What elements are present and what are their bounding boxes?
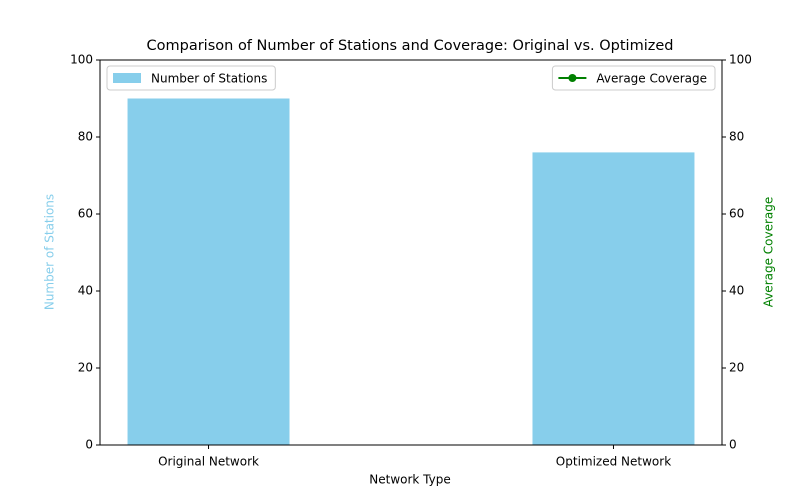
legend: Number of Stations [106,65,276,91]
legend-frame [551,65,716,91]
y-tick-label: 40 [78,284,93,298]
x-axis-label: Network Type [369,473,450,487]
y-tick-label: 60 [78,207,93,221]
y2-axis-label: Average Coverage [762,197,776,308]
y-tick-label: 0 [85,438,93,452]
bar [127,98,290,445]
y2-tick-label: 100 [729,53,752,67]
y-tick-label: 80 [78,130,93,144]
chart-title: Comparison of Number of Stations and Cov… [147,38,674,54]
legend-marker [568,74,577,82]
y2-tick-label: 40 [729,284,744,298]
x-tick-label: Optimized Network [556,455,671,469]
plot-frame [99,59,723,446]
y-axis-label: Number of Stations [43,194,57,310]
legend-frame [106,65,276,91]
bar [532,152,695,445]
y-tick-label: 20 [78,361,93,375]
x-tick-label: Original Network [158,455,259,469]
y2-tick-label: 60 [729,207,744,221]
legend-label: Number of Stations [151,72,267,86]
y-tick-label: 100 [70,53,93,67]
y2-tick-label: 20 [729,361,744,375]
y2-tick-label: 0 [729,438,737,452]
y2-tick-label: 80 [729,130,744,144]
legend-swatch [113,73,141,83]
legend-label: Average Coverage [596,72,707,86]
legend: Average Coverage [551,65,716,91]
